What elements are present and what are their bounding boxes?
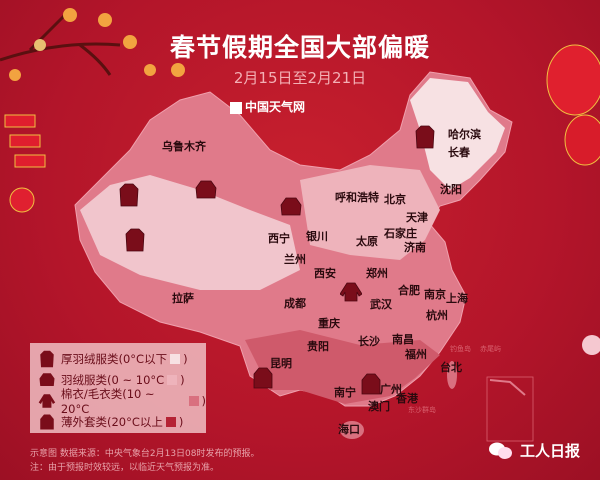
city-label: 济南: [404, 241, 426, 254]
cool-region: [300, 165, 440, 260]
city-label: 西宁: [268, 232, 290, 245]
south-china-sea-inset: [486, 376, 534, 442]
light-jacket-icon: [40, 414, 54, 430]
legend-swatch: [170, 354, 181, 364]
taiwan-island: [447, 361, 457, 389]
legend-close: ): [183, 352, 188, 366]
city-label: 福州: [405, 348, 427, 361]
down-jacket-icon: [195, 178, 217, 202]
city-label: 海口: [338, 423, 360, 436]
legend-item: 薄外套类(20°C以上): [38, 412, 183, 432]
brand-logo: 中国天气网: [230, 98, 305, 115]
down-jacket-icon: [280, 195, 302, 219]
city-label: 广州: [380, 383, 402, 396]
legend-label: 棉衣/毛衣类(10 ~ 20°C: [60, 387, 155, 416]
city-label: 贵阳: [307, 340, 329, 353]
city-label: 香港: [396, 392, 418, 405]
city-label: 西安: [314, 267, 336, 280]
wechat-account: 工人日报: [488, 440, 580, 461]
city-label: 南昌: [392, 333, 414, 346]
city-label: 石家庄: [384, 227, 417, 240]
city-label: 南京: [424, 288, 446, 301]
mild-region: [245, 330, 440, 404]
long-coat-icon: [40, 350, 54, 368]
city-label: 杭州: [426, 309, 448, 322]
city-label: 银川: [306, 230, 328, 243]
city-label: 天津: [406, 211, 428, 224]
city-label: 太原: [356, 235, 378, 248]
page-title: 春节假期全国大部偏暖: [169, 33, 430, 62]
city-label: 郑州: [366, 267, 388, 280]
down-jacket-icon: [39, 373, 55, 386]
firecracker-decoration: [4, 114, 46, 213]
city-label: 沈阳: [440, 183, 462, 196]
city-label: 澳门: [368, 400, 390, 413]
city-label: 兰州: [284, 253, 306, 266]
sweater-icon: [339, 280, 363, 304]
city-label: 哈尔滨: [448, 128, 481, 141]
date-range: 2月15日至2月21日: [233, 69, 367, 87]
legend-close: ): [180, 373, 185, 387]
legend-swatch: [165, 417, 176, 427]
legend-label: 厚羽绒服类(0°C以下: [61, 352, 168, 366]
city-label: 武汉: [370, 298, 392, 311]
city-label: 上海: [446, 292, 468, 305]
city-label: 成都: [284, 297, 306, 310]
island-label: 赤尾屿: [480, 345, 501, 353]
city-label: 昆明: [270, 357, 292, 370]
city-label: 呼和浩特: [335, 191, 379, 204]
long-coat-icon: [118, 183, 140, 207]
city-label: 合肥: [398, 284, 420, 297]
long-coat-icon: [124, 228, 146, 252]
city-label: 北京: [384, 193, 406, 206]
island-label: 东沙群岛: [408, 406, 436, 414]
legend-item: 棉衣/毛衣类(10 ~ 20°C): [38, 387, 207, 416]
sweater-icon: [38, 394, 56, 408]
legend-close: ): [178, 415, 184, 429]
legend-item: 厚羽绒服类(0°C以下): [38, 349, 188, 369]
city-label: 乌鲁木齐: [162, 140, 206, 153]
plum-branch-decoration: [0, 8, 185, 81]
wechat-icon: [489, 442, 512, 459]
legend-item: 羽绒服类(0 ~ 10°C): [38, 370, 185, 390]
account-name: 工人日报: [520, 442, 581, 460]
legend-label: 羽绒服类(0 ~ 10°C: [61, 373, 165, 387]
light-jacket-icon: [252, 366, 274, 390]
weather-logo-icon: [230, 101, 242, 114]
island-label: 钓鱼岛: [450, 345, 471, 353]
legend-close: ): [201, 394, 207, 408]
city-label: 重庆: [318, 317, 340, 330]
brand-name: 中国天气网: [245, 100, 306, 114]
lantern-decoration: [546, 44, 600, 355]
disclaimer-note: 注：由于预报时效较远，以临近天气预报为准。: [30, 463, 220, 473]
legend-swatch: [188, 396, 199, 406]
legend-label: 薄外套类(20°C以上: [61, 415, 163, 429]
cold-region-northeast: [410, 78, 505, 190]
city-label: 长春: [448, 146, 470, 159]
city-label: 长沙: [358, 335, 380, 348]
source-note: 示意图 数据来源：中央气象台2月13日08时发布的预报。: [30, 449, 260, 459]
city-label: 台北: [440, 361, 462, 374]
legend-swatch: [167, 375, 178, 385]
long-coat-icon: [414, 125, 436, 149]
legend: 厚羽绒服类(0°C以下) 羽绒服类(0 ~ 10°C) 棉衣/毛衣类(10 ~ 20…: [30, 343, 206, 433]
light-jacket-icon: [360, 372, 382, 396]
city-label: 拉萨: [172, 292, 194, 305]
city-label: 南宁: [334, 386, 356, 399]
hainan-island: [340, 421, 364, 439]
